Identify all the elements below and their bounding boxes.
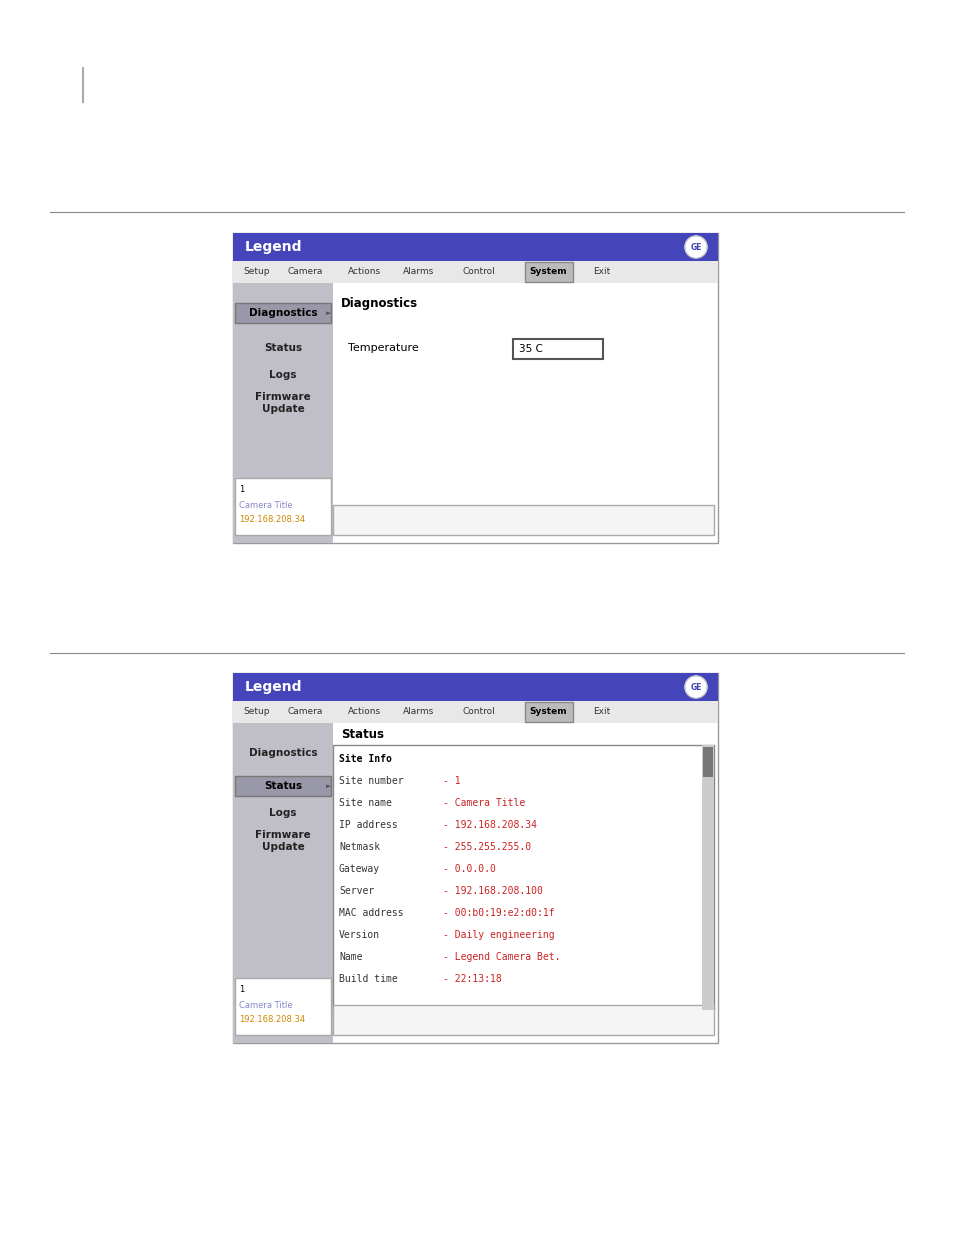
Text: Site name: Site name [338, 798, 392, 808]
Text: - 255.255.255.0: - 255.255.255.0 [442, 842, 531, 852]
Text: Control: Control [462, 268, 496, 277]
Text: GE: GE [690, 683, 701, 692]
Bar [333, 745, 713, 1010]
Text: Gateway: Gateway [338, 864, 379, 874]
Text: Version: Version [338, 930, 379, 940]
Text: Legend: Legend [245, 680, 302, 694]
Bar [234, 776, 331, 797]
Text: - 0.0.0.0: - 0.0.0.0 [442, 864, 496, 874]
Bar [233, 233, 718, 261]
Bar [234, 478, 331, 535]
Text: - 22:13:18: - 22:13:18 [442, 974, 501, 984]
Text: Camera Title: Camera Title [239, 1000, 293, 1009]
Bar [524, 701, 573, 722]
Text: Status: Status [264, 781, 302, 790]
Bar [233, 701, 718, 722]
Text: - 192.168.208.100: - 192.168.208.100 [442, 885, 542, 897]
Text: ►: ► [325, 310, 331, 316]
Text: 192.168.208.34: 192.168.208.34 [239, 515, 305, 525]
Text: - Legend Camera Bet.: - Legend Camera Bet. [442, 952, 560, 962]
Bar [234, 303, 331, 324]
Bar [233, 283, 333, 543]
Text: Name: Name [338, 952, 362, 962]
Text: 1: 1 [239, 485, 244, 494]
Text: Setup: Setup [243, 708, 269, 716]
Text: Netmask: Netmask [338, 842, 379, 852]
Text: Server: Server [338, 885, 374, 897]
Text: 35 C: 35 C [518, 345, 542, 354]
Text: Firmware
Update: Firmware Update [254, 393, 311, 414]
Circle shape [684, 236, 706, 258]
Text: 1: 1 [239, 986, 244, 994]
Text: Status: Status [340, 729, 384, 741]
Text: Diagnostics: Diagnostics [249, 748, 317, 758]
Text: GE: GE [690, 242, 701, 252]
Bar [233, 233, 718, 543]
Bar [333, 1005, 713, 1035]
Text: Status: Status [264, 343, 302, 353]
Bar [233, 673, 718, 701]
Text: Build time: Build time [338, 974, 397, 984]
Text: ►: ► [325, 783, 331, 789]
Text: - 192.168.208.34: - 192.168.208.34 [442, 820, 537, 830]
Text: 192.168.208.34: 192.168.208.34 [239, 1015, 305, 1025]
Text: Site Info: Site Info [338, 755, 392, 764]
Bar [513, 338, 602, 359]
Text: Exit: Exit [593, 268, 610, 277]
Text: Site number: Site number [338, 776, 403, 785]
Text: Firmware
Update: Firmware Update [254, 830, 311, 852]
Text: Control: Control [462, 708, 496, 716]
Text: - 1: - 1 [442, 776, 460, 785]
Bar [333, 505, 713, 535]
Text: Diagnostics: Diagnostics [340, 296, 417, 310]
Bar [524, 262, 573, 282]
Text: Actions: Actions [348, 708, 381, 716]
Bar [702, 747, 712, 777]
Text: Logs: Logs [269, 370, 296, 380]
Text: System: System [529, 708, 566, 716]
Text: Diagnostics: Diagnostics [249, 308, 317, 317]
Bar [233, 261, 718, 283]
Text: Camera: Camera [288, 268, 323, 277]
Bar [701, 745, 713, 1010]
Text: Exit: Exit [593, 708, 610, 716]
Text: Alarms: Alarms [402, 708, 434, 716]
Text: - 00:b0:19:e2:d0:1f: - 00:b0:19:e2:d0:1f [442, 908, 554, 918]
Text: System: System [529, 268, 566, 277]
Text: Alarms: Alarms [402, 268, 434, 277]
Text: Camera Title: Camera Title [239, 500, 293, 510]
Bar [233, 722, 333, 1044]
Text: Legend: Legend [245, 240, 302, 254]
Text: Temperature: Temperature [348, 343, 418, 353]
Text: Actions: Actions [348, 268, 381, 277]
Text: Logs: Logs [269, 808, 296, 818]
Bar [233, 673, 718, 1044]
Text: Setup: Setup [243, 268, 269, 277]
Text: IP address: IP address [338, 820, 397, 830]
Text: MAC address: MAC address [338, 908, 403, 918]
Text: - Daily engineering: - Daily engineering [442, 930, 554, 940]
Circle shape [684, 676, 706, 698]
Text: - Camera Title: - Camera Title [442, 798, 525, 808]
Text: Camera: Camera [288, 708, 323, 716]
Bar [234, 978, 331, 1035]
